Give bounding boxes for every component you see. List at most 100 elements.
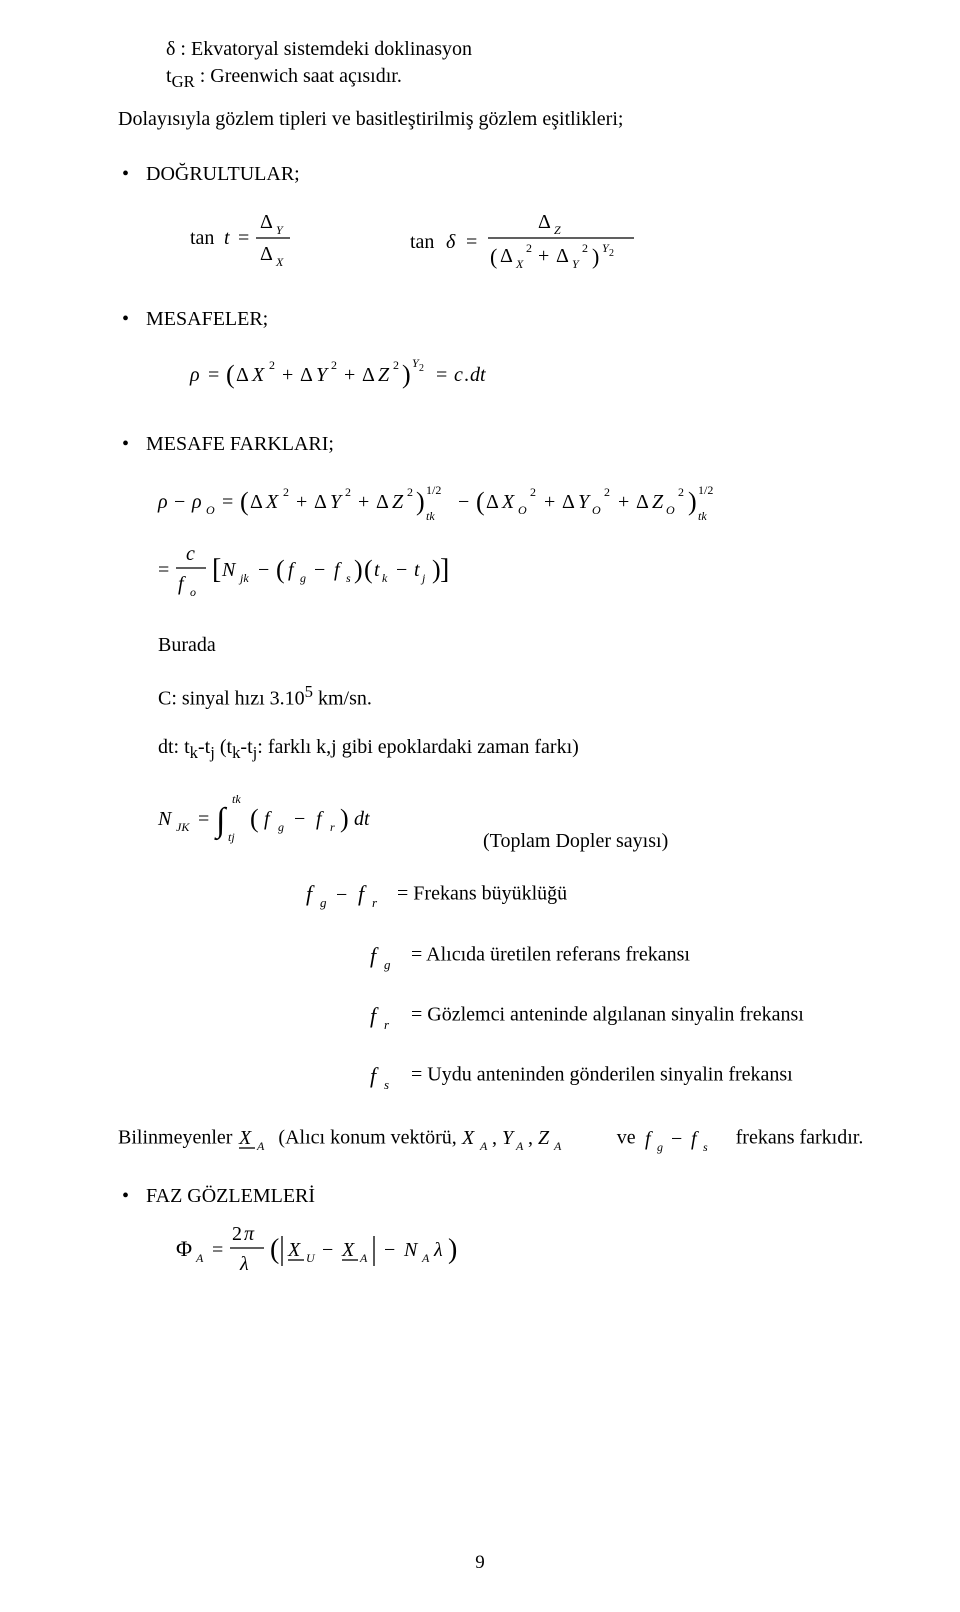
svg-text:Y: Y [330, 491, 343, 513]
svg-text:=: = [212, 1239, 223, 1261]
svg-text:): ) [340, 804, 349, 833]
def-tgr-sub: GR [172, 72, 195, 91]
svg-text:Δ: Δ [236, 364, 249, 386]
line-fs: fs = Uydu anteninden gönderilen sinyalin… [366, 1059, 842, 1093]
svg-text:t: t [414, 559, 420, 581]
svg-text:O: O [666, 503, 675, 517]
svg-text:f: f [645, 1128, 653, 1150]
bilin-post: frekans farkıdır. [736, 1126, 864, 1148]
section-dogrultular: DOĞRULTULAR; tan t = Δ Y Δ X tan δ = [118, 161, 842, 278]
svg-text:2: 2 [609, 248, 614, 259]
svg-text:N: N [221, 559, 237, 581]
svg-text:O: O [206, 503, 215, 517]
svg-text:U: U [306, 1251, 316, 1265]
svg-text:Z: Z [392, 491, 404, 513]
def-delta-symbol: δ : [166, 38, 191, 60]
section-faz: FAZ GÖZLEMLERİ Φ A = 2 π λ ( X U [118, 1183, 842, 1288]
formula-njk: N JK = ∫ tk tj ( fg − fr ) dt [158, 787, 778, 847]
formula-tan-t: tan t = Δ Y Δ X [190, 206, 320, 270]
svg-text:s: s [703, 1140, 708, 1154]
svg-text:=: = [466, 231, 477, 253]
svg-text:Δ: Δ [300, 364, 313, 386]
svg-text:=: = [158, 559, 169, 581]
expr-XA-underline: X A [237, 1124, 273, 1154]
section-mesafe-farklari: MESAFE FARKLARI; ρ − ρ O = ( ΔX2 + ΔY2 +… [118, 431, 842, 1093]
svg-text:Δ: Δ [556, 245, 569, 267]
section-mesafeler: MESAFELER; ρ = ( Δ X 2 + Δ Y 2 + Δ Z 2 [118, 306, 842, 403]
svg-text:−: − [174, 491, 185, 513]
svg-text:o: o [190, 585, 196, 599]
svg-text:tk: tk [232, 792, 241, 806]
svg-text:Δ: Δ [260, 243, 273, 265]
svg-text:−: − [671, 1128, 682, 1150]
svg-text:X: X [251, 364, 265, 386]
svg-text:X: X [501, 491, 515, 513]
svg-text:λ: λ [239, 1253, 249, 1275]
svg-text:g: g [300, 571, 306, 585]
def-tgr: tGR : Greenwich saat açısıdır. [166, 63, 842, 94]
svg-text:2: 2 [269, 358, 275, 372]
svg-text:dt: dt [470, 364, 486, 386]
svg-text:2: 2 [283, 485, 289, 499]
c-speed-pre: C: sinyal hızı 3.10 [158, 687, 305, 709]
dt-k1: k [190, 743, 198, 762]
intro-line3: Dolayısıyla gözlem tipleri ve basitleşti… [118, 106, 842, 133]
heading-mesafeler: MESAFELER; [146, 306, 842, 333]
svg-text:s: s [384, 1077, 389, 1092]
svg-text:+: + [618, 491, 629, 513]
svg-text:∫: ∫ [214, 802, 228, 841]
svg-text:(: ( [276, 555, 285, 584]
svg-text:2: 2 [526, 241, 532, 255]
svg-text:(: ( [240, 487, 249, 516]
svg-text:X: X [275, 255, 284, 269]
line-fg: fg = Alıcıda üretilen referans frekansı [366, 939, 842, 973]
svg-text:f: f [370, 943, 379, 968]
svg-text:X: X [515, 257, 524, 271]
svg-text:Δ: Δ [250, 491, 263, 513]
svg-text:Δ: Δ [500, 245, 513, 267]
svg-text:): ) [448, 1234, 457, 1265]
svg-text:+: + [296, 491, 307, 513]
svg-text:tj: tj [228, 830, 235, 844]
svg-text:Δ: Δ [314, 491, 327, 513]
formula-cfo: = c f o [ N jk − ( fg − fs ) ( tk − [158, 538, 578, 602]
heading-dogrultular: DOĞRULTULAR; [146, 161, 842, 188]
bilinmeyenler-line: Bilinmeyenler X A (Alıcı konum vektörü, … [118, 1123, 842, 1155]
heading-mesafe-farklari: MESAFE FARKLARI; [146, 431, 842, 458]
svg-text:[: [ [212, 554, 221, 585]
bilin-pre: Bilinmeyenler [118, 1126, 237, 1148]
svg-text:+: + [358, 491, 369, 513]
svg-text:Z: Z [554, 223, 561, 237]
svg-text:A: A [515, 1139, 524, 1153]
svg-text:tk: tk [698, 509, 707, 523]
expr-fg: fg [366, 939, 406, 973]
svg-text:Z: Z [652, 491, 664, 513]
dt-pre: dt: t [158, 736, 190, 758]
svg-text:−: − [396, 559, 407, 581]
expr-fs: fs [366, 1059, 406, 1093]
svg-text:A: A [421, 1251, 430, 1265]
svg-text:r: r [330, 820, 335, 834]
svg-text:2: 2 [582, 241, 588, 255]
svg-text:Δ: Δ [260, 211, 273, 233]
svg-text:): ) [416, 487, 425, 516]
svg-text:c: c [186, 543, 195, 565]
svg-text:δ: δ [446, 231, 456, 253]
svg-text:2: 2 [530, 485, 536, 499]
svg-text:2: 2 [407, 485, 413, 499]
dt-line: dt: tk-tj (tk-tj: farklı k,j gibi epokla… [158, 734, 842, 765]
svg-text:N: N [157, 808, 173, 830]
svg-text:r: r [372, 895, 378, 910]
svg-text:−: − [322, 1239, 333, 1261]
svg-text:−: − [294, 808, 305, 830]
svg-text:): ) [688, 487, 697, 516]
svg-text:]: ] [440, 554, 449, 585]
formula-rho: ρ = ( Δ X 2 + Δ Y 2 + Δ Z 2 ) Y 2 [190, 351, 590, 395]
svg-text:1/2: 1/2 [426, 483, 441, 497]
dt-m2: (t [215, 736, 232, 758]
svg-text:O: O [592, 503, 601, 517]
svg-text:2: 2 [419, 363, 424, 374]
svg-text:s: s [346, 571, 351, 585]
svg-text:2: 2 [393, 358, 399, 372]
svg-text:Δ: Δ [562, 491, 575, 513]
